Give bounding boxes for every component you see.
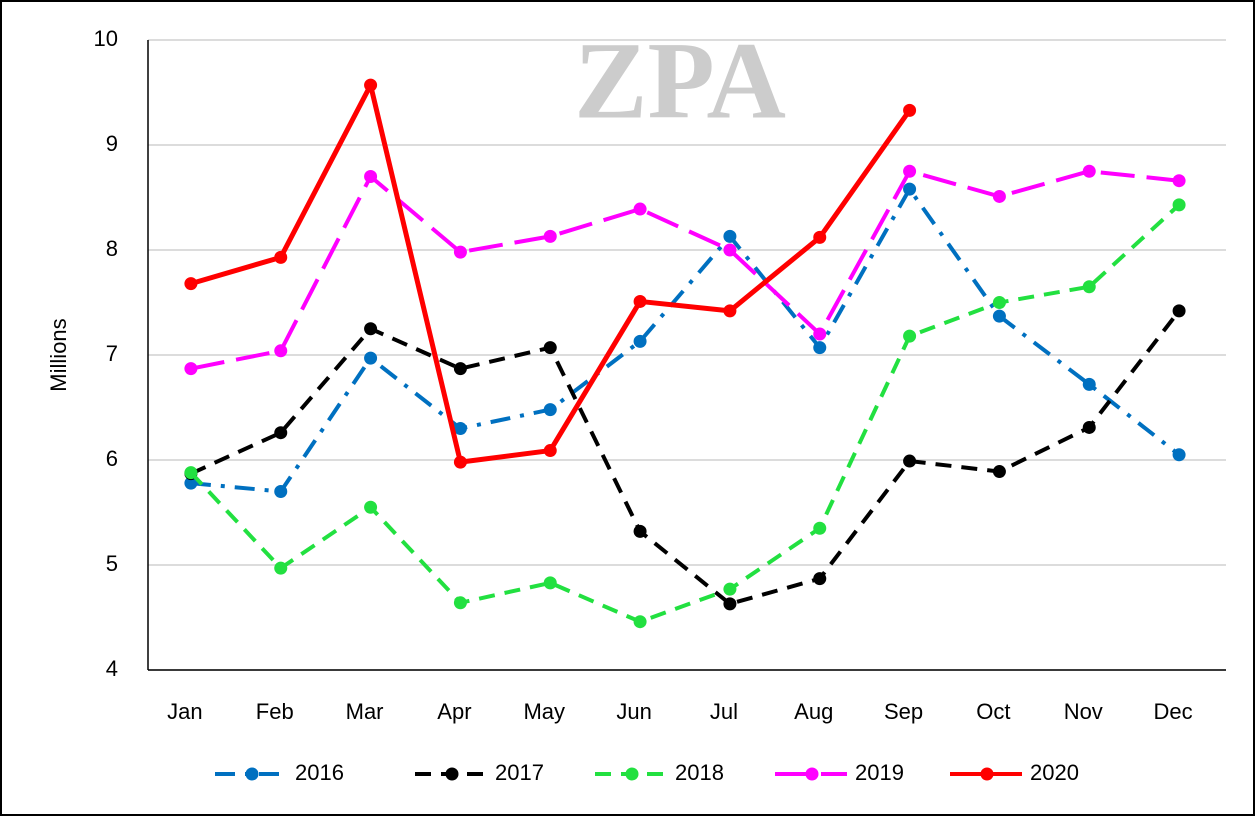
x-tick-label: Aug xyxy=(794,699,833,724)
data-point xyxy=(723,244,736,257)
data-point xyxy=(274,344,287,357)
legend-label: 2017 xyxy=(495,760,544,785)
x-tick-label: Jan xyxy=(167,699,202,724)
y-tick-label: 10 xyxy=(94,26,118,51)
x-tick-label: Nov xyxy=(1064,699,1103,724)
data-point xyxy=(364,501,377,514)
y-axis-label: Millions xyxy=(46,318,71,391)
data-point xyxy=(364,322,377,335)
y-tick-label: 6 xyxy=(106,446,118,471)
data-point xyxy=(454,362,467,375)
data-point xyxy=(544,230,557,243)
data-point xyxy=(993,310,1006,323)
chart: ZPA Millions 4 5 6 7 8 9 10 Jan Feb Mar Apr May Jun J… xyxy=(0,0,1255,816)
x-tick-label: Feb xyxy=(256,699,294,724)
data-point xyxy=(274,485,287,498)
data-point xyxy=(364,352,377,365)
watermark: ZPA xyxy=(574,19,786,141)
data-point xyxy=(903,330,916,343)
legend-label: 2016 xyxy=(295,760,344,785)
data-point xyxy=(364,170,377,183)
data-point xyxy=(274,251,287,264)
data-point xyxy=(544,576,557,589)
data-point xyxy=(993,190,1006,203)
legend-label: 2019 xyxy=(855,760,904,785)
x-tick-label: Oct xyxy=(976,699,1010,724)
x-tick-label: Jun xyxy=(616,699,651,724)
data-point xyxy=(634,615,647,628)
data-point xyxy=(634,335,647,348)
y-tick-label: 9 xyxy=(106,131,118,156)
legend-marker xyxy=(806,768,819,781)
legend-marker xyxy=(981,768,994,781)
data-point xyxy=(634,295,647,308)
data-point xyxy=(454,456,467,469)
y-tick-label: 5 xyxy=(106,551,118,576)
legend-marker xyxy=(626,768,639,781)
x-tick-label: Jul xyxy=(710,699,738,724)
data-point xyxy=(723,230,736,243)
data-point xyxy=(903,455,916,468)
data-point xyxy=(634,203,647,216)
data-point xyxy=(1083,421,1096,434)
data-point xyxy=(723,583,736,596)
data-point xyxy=(1173,198,1186,211)
data-point xyxy=(813,572,826,585)
legend-marker xyxy=(446,768,459,781)
data-point xyxy=(903,165,916,178)
data-point xyxy=(723,597,736,610)
data-point xyxy=(813,231,826,244)
data-point xyxy=(813,522,826,535)
data-point xyxy=(274,426,287,439)
data-point xyxy=(184,362,197,375)
data-point xyxy=(1173,174,1186,187)
data-point xyxy=(634,525,647,538)
legend-label: 2018 xyxy=(675,760,724,785)
y-tick-label: 8 xyxy=(106,236,118,261)
data-point xyxy=(1083,280,1096,293)
data-point xyxy=(903,183,916,196)
x-tick-label: Sep xyxy=(884,699,923,724)
data-point xyxy=(1173,448,1186,461)
data-point xyxy=(723,304,736,317)
data-point xyxy=(184,277,197,290)
data-point xyxy=(993,465,1006,478)
legend-label: 2020 xyxy=(1030,760,1079,785)
x-tick-label: Apr xyxy=(437,699,471,724)
legend-marker xyxy=(246,768,259,781)
data-point xyxy=(1173,304,1186,317)
data-point xyxy=(813,328,826,341)
data-point xyxy=(993,296,1006,309)
x-tick-label: May xyxy=(523,699,565,724)
x-tick-label: Dec xyxy=(1154,699,1193,724)
data-point xyxy=(903,104,916,117)
data-point xyxy=(544,403,557,416)
data-point xyxy=(454,246,467,259)
data-point xyxy=(1083,378,1096,391)
data-point xyxy=(364,79,377,92)
data-point xyxy=(184,466,197,479)
data-point xyxy=(454,596,467,609)
data-point xyxy=(544,341,557,354)
data-point xyxy=(1083,165,1096,178)
data-point xyxy=(813,341,826,354)
y-tick-label: 7 xyxy=(106,341,118,366)
data-point xyxy=(544,444,557,457)
data-point xyxy=(274,562,287,575)
y-tick-label: 4 xyxy=(106,656,118,681)
x-tick-label: Mar xyxy=(346,699,384,724)
